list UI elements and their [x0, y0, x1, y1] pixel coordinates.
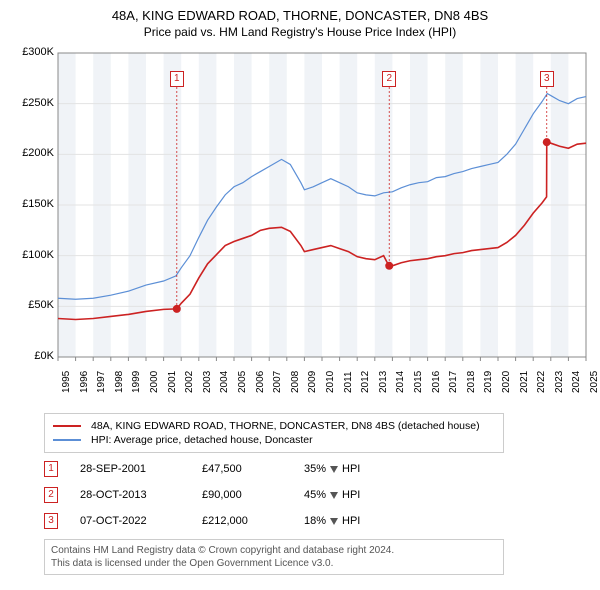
x-axis-label: 2022 [536, 371, 547, 393]
x-axis-label: 1995 [61, 371, 72, 393]
y-axis-label: £200K [22, 147, 54, 159]
legend-swatch [53, 439, 81, 441]
event-date: 07-OCT-2022 [80, 515, 180, 527]
legend: 48A, KING EDWARD ROAD, THORNE, DONCASTER… [44, 413, 504, 453]
x-axis-label: 2006 [255, 371, 266, 393]
event-marker-box: 2 [44, 487, 58, 503]
footer-line: Contains HM Land Registry data © Crown c… [51, 544, 497, 557]
footer-attribution: Contains HM Land Registry data © Crown c… [44, 539, 504, 575]
x-axis-label: 2025 [589, 371, 600, 393]
chart-subtitle: Price paid vs. HM Land Registry's House … [10, 25, 590, 39]
x-axis-label: 2011 [343, 371, 354, 393]
event-price: £212,000 [202, 515, 282, 527]
x-axis-label: 2008 [290, 371, 301, 393]
x-axis-label: 2024 [571, 371, 582, 393]
arrow-down-icon [330, 492, 338, 499]
legend-item: 48A, KING EDWARD ROAD, THORNE, DONCASTER… [53, 420, 495, 432]
event-row: 2 28-OCT-2013 £90,000 45% HPI [44, 487, 590, 503]
x-axis-label: 2003 [202, 371, 213, 393]
event-date: 28-SEP-2001 [80, 463, 180, 475]
event-list: 1 28-SEP-2001 £47,500 35% HPI 2 28-OCT-2… [44, 461, 590, 529]
event-diff: 35% HPI [304, 463, 360, 475]
x-axis-label: 2017 [448, 371, 459, 393]
event-row: 1 28-SEP-2001 £47,500 35% HPI [44, 461, 590, 477]
legend-label: HPI: Average price, detached house, Donc… [91, 434, 313, 446]
footer-line: This data is licensed under the Open Gov… [51, 557, 497, 570]
legend-label: 48A, KING EDWARD ROAD, THORNE, DONCASTER… [91, 420, 480, 432]
x-axis-label: 2015 [413, 371, 424, 393]
arrow-down-icon [330, 466, 338, 473]
x-axis-label: 1997 [96, 371, 107, 393]
y-axis-label: £0K [34, 350, 54, 362]
x-axis-label: 2002 [184, 371, 195, 393]
legend-item: HPI: Average price, detached house, Donc… [53, 434, 495, 446]
event-price: £47,500 [202, 463, 282, 475]
x-axis-label: 2004 [219, 371, 230, 393]
y-axis-label: £100K [22, 249, 54, 261]
x-axis-label: 1998 [114, 371, 125, 393]
x-axis-label: 2019 [483, 371, 494, 393]
event-diff: 45% HPI [304, 489, 360, 501]
y-axis-label: £150K [22, 198, 54, 210]
x-axis-label: 2014 [395, 371, 406, 393]
chart-marker-box: 3 [540, 71, 554, 87]
y-axis-label: £250K [22, 97, 54, 109]
x-axis-label: 2010 [325, 371, 336, 393]
x-axis-label: 2000 [149, 371, 160, 393]
arrow-down-icon [330, 518, 338, 525]
event-price: £90,000 [202, 489, 282, 501]
x-axis-label: 2009 [307, 371, 318, 393]
event-row: 3 07-OCT-2022 £212,000 18% HPI [44, 513, 590, 529]
x-axis-label: 2023 [554, 371, 565, 393]
x-axis-label: 2018 [466, 371, 477, 393]
x-axis-label: 2013 [378, 371, 389, 393]
legend-swatch [53, 425, 81, 427]
x-axis-label: 2020 [501, 371, 512, 393]
chart-plot-area: £0K £50K £100K £150K £200K £250K £300K 1995 1996… [10, 47, 590, 407]
x-axis-label: 2021 [519, 371, 530, 393]
chart-marker-box: 1 [170, 71, 184, 87]
chart-container: 48A, KING EDWARD ROAD, THORNE, DONCASTER… [0, 0, 600, 581]
event-diff: 18% HPI [304, 515, 360, 527]
x-axis-label: 2001 [167, 371, 178, 393]
chart-marker-box: 2 [382, 71, 396, 87]
chart-title: 48A, KING EDWARD ROAD, THORNE, DONCASTER… [10, 8, 590, 23]
x-axis-label: 2007 [272, 371, 283, 393]
x-axis-label: 2012 [360, 371, 371, 393]
x-axis-label: 2005 [237, 371, 248, 393]
event-date: 28-OCT-2013 [80, 489, 180, 501]
event-marker-box: 3 [44, 513, 58, 529]
event-marker-box: 1 [44, 461, 58, 477]
x-axis-label: 2016 [431, 371, 442, 393]
x-axis-label: 1996 [79, 371, 90, 393]
chart-svg [10, 47, 590, 407]
y-axis-label: £300K [22, 46, 54, 58]
y-axis-label: £50K [28, 299, 54, 311]
x-axis-label: 1999 [131, 371, 142, 393]
